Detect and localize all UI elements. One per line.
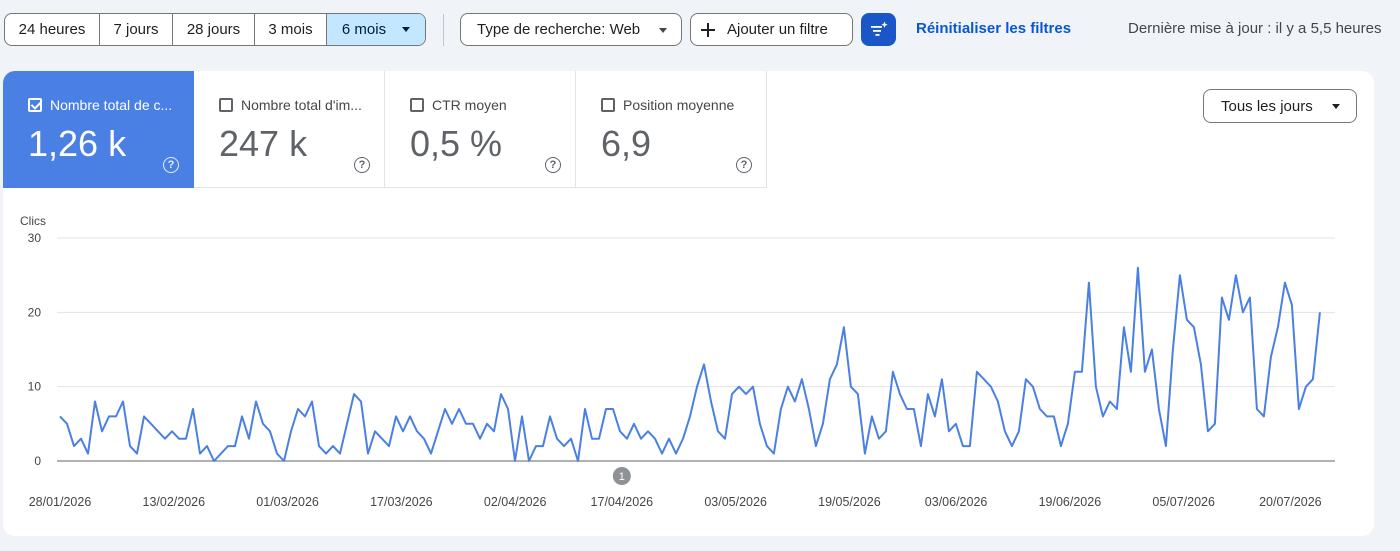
clicks-line-chart: Clics 0 10 20 30 28/01/2026 13/02/2026 01/03/20… [20, 214, 1335, 509]
x-tick-label: 19/06/2026 [1039, 495, 1102, 509]
x-tick-label: 17/03/2026 [370, 495, 433, 509]
range-button-0[interactable]: 24 heures [5, 14, 100, 45]
plus-icon [701, 22, 715, 37]
x-tick-label: 05/07/2026 [1152, 495, 1215, 509]
metric-value: 6,9 [601, 123, 652, 164]
metric-header: Nombre total d'im... [219, 97, 362, 113]
metric-label: Nombre total de c... [50, 97, 173, 113]
x-tick-label: 13/02/2026 [143, 495, 206, 509]
metric-header: Position moyenne [601, 97, 734, 113]
help-icon[interactable]: ? [354, 157, 370, 173]
metric-tile-2[interactable]: CTR moyen 0,5 %? [385, 71, 576, 188]
caret-down-icon [659, 28, 667, 33]
help-icon[interactable]: ? [163, 157, 179, 173]
metric-header: CTR moyen [410, 97, 507, 113]
x-tick-label: 01/03/2026 [256, 495, 319, 509]
caret-down-icon [402, 27, 411, 32]
metric-tile-0[interactable]: Nombre total de c... 1,26 k? [3, 71, 194, 188]
clicks-series-line [59, 266, 1321, 462]
range-button-1[interactable]: 7 jours [100, 14, 173, 45]
date-range-selector: 24 heures 7 jours 28 jours 3 mois 6 mois [4, 13, 426, 46]
days-dropdown-label: Tous les jours [1221, 97, 1313, 115]
y-tick-label: 30 [28, 231, 42, 245]
metric-label: Position moyenne [623, 97, 735, 113]
x-tick-label: 20/07/2026 [1259, 495, 1322, 509]
metric-tile-3[interactable]: Position moyenne 6,9? [576, 71, 767, 188]
filter-settings-button[interactable] [861, 13, 896, 46]
x-tick-label: 28/01/2026 [29, 495, 92, 509]
search-type-dropdown[interactable]: Type de recherche: Web [460, 13, 682, 46]
checkbox-icon[interactable] [28, 98, 42, 112]
help-icon[interactable]: ? [545, 157, 561, 173]
metric-value: 0,5 % [410, 123, 503, 164]
metric-header: Nombre total de c... [28, 97, 172, 113]
metric-label: Nombre total d'im... [241, 97, 362, 113]
metric-label: CTR moyen [432, 97, 507, 113]
last-updated-text: Dernière mise à jour : il y a 5,5 heures [1128, 20, 1382, 37]
range-button-2[interactable]: 28 jours [173, 14, 255, 45]
y-axis-label: Clics [20, 214, 46, 228]
range-button-4[interactable]: 6 mois [327, 14, 425, 45]
add-filter-label: Ajouter un filtre [727, 21, 828, 38]
checkbox-icon[interactable] [219, 98, 233, 112]
metric-value: 1,26 k [28, 123, 127, 164]
y-tick-label: 10 [28, 380, 42, 394]
x-tick-label: 03/05/2026 [704, 495, 767, 509]
toolbar-divider [443, 14, 444, 46]
caret-down-icon [1332, 104, 1340, 109]
add-filter-button[interactable]: Ajouter un filtre [690, 13, 853, 46]
range-label: 7 jours [113, 21, 159, 38]
filter-sparkle-icon [870, 21, 888, 36]
annotation-marker [612, 467, 631, 485]
range-button-3[interactable]: 3 mois [255, 14, 327, 45]
x-tick-label: 02/04/2026 [484, 495, 547, 509]
y-tick-label: 20 [28, 305, 42, 319]
y-tick-label: 0 [34, 454, 41, 468]
reset-filters-link[interactable]: Réinitialiser les filtres [916, 20, 1072, 37]
range-label: 28 jours [186, 21, 241, 38]
metric-tile-1[interactable]: Nombre total d'im... 247 k? [194, 71, 385, 188]
x-tick-label: 19/05/2026 [818, 495, 881, 509]
annotation-label: 1 [619, 471, 625, 483]
help-icon[interactable]: ? [736, 157, 752, 173]
x-tick-label: 03/06/2026 [925, 495, 988, 509]
range-label: 24 heures [18, 21, 86, 38]
performance-card: Nombre total de c... 1,26 k? Nombre total … [3, 71, 1374, 536]
x-tick-label: 17/04/2026 [591, 495, 654, 509]
range-label: 3 mois [268, 21, 313, 38]
search-type-label: Type de recherche: Web [477, 21, 641, 38]
range-label: 6 mois [341, 21, 387, 38]
metric-value: 247 k [219, 123, 308, 164]
checkbox-icon[interactable] [601, 98, 615, 112]
checkbox-icon[interactable] [410, 98, 424, 112]
days-dropdown[interactable]: Tous les jours [1203, 89, 1357, 123]
